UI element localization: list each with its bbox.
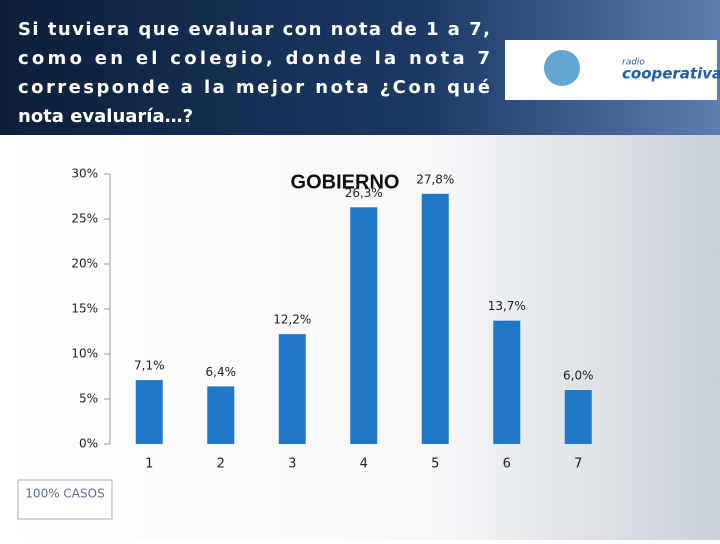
- x-tick-label: 5: [431, 457, 439, 472]
- y-tick-label: 30%: [71, 167, 98, 181]
- x-tick-label: 2: [217, 457, 225, 472]
- bar: [350, 207, 378, 444]
- bar: [493, 320, 521, 444]
- value-label: 12,2%: [273, 313, 311, 327]
- value-label: 13,7%: [488, 299, 526, 313]
- x-tick-label: 1: [145, 457, 153, 472]
- title-line: corresponde a la mejor nota ¿Con qué: [18, 77, 490, 98]
- title-line: nota evaluaría…?: [18, 106, 193, 127]
- value-label: 27,8%: [416, 172, 454, 186]
- y-tick-label: 5%: [79, 392, 98, 406]
- bar: [564, 390, 592, 444]
- value-label: 26,3%: [345, 186, 383, 200]
- y-tick-label: 10%: [71, 347, 98, 361]
- y-tick-label: 0%: [79, 437, 98, 451]
- bar: [135, 380, 163, 444]
- value-label: 7,1%: [134, 359, 165, 373]
- logo-box: [505, 40, 717, 100]
- y-tick-label: 25%: [71, 212, 98, 226]
- logo-text: cooperativa: [622, 65, 720, 83]
- value-label: 6,4%: [206, 365, 237, 379]
- logo-icon: [544, 50, 580, 86]
- chart-title: GOBIERNO: [291, 171, 400, 193]
- footer-box: [17, 479, 113, 520]
- bar: [278, 334, 306, 444]
- title-line: como en el colegio, donde la nota 7: [18, 48, 490, 69]
- y-tick-label: 15%: [71, 302, 98, 316]
- x-tick-label: 6: [503, 457, 511, 472]
- footer-note: 100% CASOS: [25, 487, 104, 501]
- x-tick-label: 3: [288, 457, 296, 472]
- value-label: 6,0%: [563, 369, 594, 383]
- x-tick-label: 7: [574, 457, 582, 472]
- x-tick-label: 4: [360, 457, 368, 472]
- title-line: Si tuviera que evaluar con nota de 1 a 7…: [18, 19, 490, 40]
- logo-text: radio: [622, 58, 645, 68]
- bar: [421, 193, 449, 444]
- y-tick-label: 20%: [71, 257, 98, 271]
- bar: [207, 386, 235, 444]
